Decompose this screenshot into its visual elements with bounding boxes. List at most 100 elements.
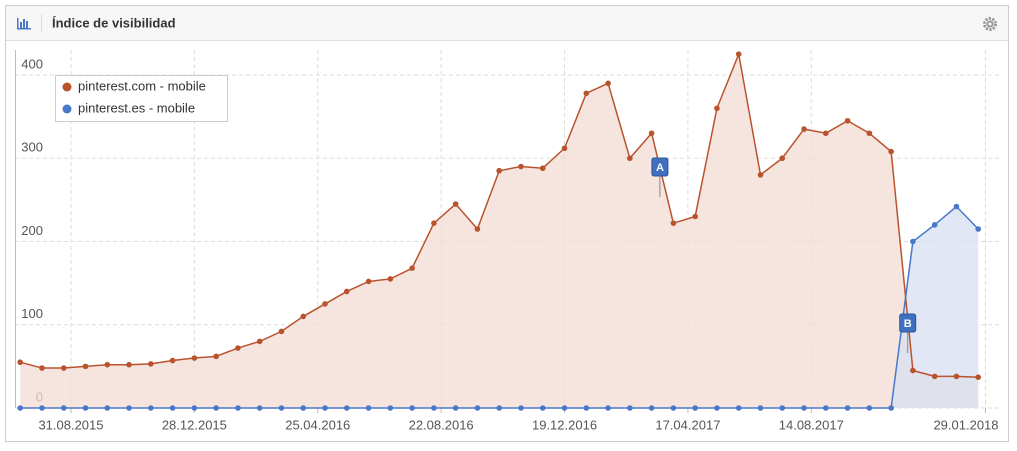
data-point xyxy=(300,405,307,411)
data-point xyxy=(256,338,263,345)
data-point xyxy=(583,90,590,97)
data-point xyxy=(735,405,742,411)
legend-marker xyxy=(62,104,72,114)
data-point xyxy=(409,405,415,411)
chart-icon[interactable] xyxy=(17,18,31,30)
data-point xyxy=(561,145,568,152)
annotation-flag xyxy=(651,157,669,177)
annotation-flag xyxy=(899,313,917,333)
legend: pinterest.com - mobile pinterest.es - mob… xyxy=(55,75,228,122)
data-point xyxy=(888,148,894,155)
data-point xyxy=(387,276,394,282)
data-point xyxy=(452,201,459,207)
legend-box xyxy=(55,75,228,122)
x-tick-label: 28.12.2015 xyxy=(162,417,227,432)
data-point xyxy=(322,301,328,307)
data-point xyxy=(931,222,938,228)
data-point xyxy=(235,345,241,351)
data-point xyxy=(823,130,829,137)
data-point xyxy=(213,405,219,411)
data-point xyxy=(496,167,503,174)
data-point xyxy=(365,405,372,411)
data-point xyxy=(975,374,982,380)
data-point xyxy=(975,226,982,232)
data-point xyxy=(692,405,698,411)
data-point xyxy=(17,405,23,411)
x-tick-label: 14.08.2017 xyxy=(779,417,844,432)
data-point xyxy=(735,51,742,57)
data-point xyxy=(627,405,633,411)
data-point xyxy=(365,278,372,285)
data-point xyxy=(235,405,241,411)
data-point xyxy=(779,155,786,162)
data-point xyxy=(387,405,394,411)
data-point xyxy=(888,405,894,411)
data-point xyxy=(431,405,437,411)
data-point xyxy=(82,405,89,411)
data-point xyxy=(648,130,655,137)
data-point xyxy=(278,328,285,335)
x-tick-label: 17.04.2017 xyxy=(655,417,720,432)
data-point xyxy=(474,405,481,411)
data-point xyxy=(518,405,524,411)
data-point xyxy=(191,405,198,411)
x-tick-label: 19.12.2016 xyxy=(532,417,597,432)
y-tick-label: 200 xyxy=(21,223,43,238)
data-point xyxy=(343,288,350,295)
data-point xyxy=(866,130,873,137)
data-point xyxy=(300,313,307,320)
y-tick-label: 300 xyxy=(21,140,43,155)
y-tick-label: 100 xyxy=(21,306,43,321)
data-point xyxy=(60,405,67,411)
data-point xyxy=(431,220,437,226)
data-point xyxy=(169,357,176,364)
data-point xyxy=(605,80,611,87)
data-point xyxy=(82,363,89,370)
data-point xyxy=(670,405,677,411)
data-point xyxy=(844,117,851,124)
annotation-label: B xyxy=(904,318,912,330)
data-point xyxy=(322,405,328,411)
data-point xyxy=(714,405,720,411)
data-point xyxy=(670,220,677,226)
data-point xyxy=(60,365,67,371)
data-point xyxy=(213,353,219,360)
data-point xyxy=(757,405,764,411)
data-point xyxy=(844,405,851,411)
y-tick-label: 400 xyxy=(21,56,43,71)
data-point xyxy=(910,367,916,374)
data-point xyxy=(605,405,611,411)
data-point xyxy=(801,405,807,411)
data-point xyxy=(539,165,546,172)
data-point xyxy=(278,405,285,411)
chart-title: Índice de visibilidad xyxy=(52,15,176,30)
annotation-label: A xyxy=(656,162,664,174)
data-point xyxy=(692,213,698,220)
data-point xyxy=(17,359,23,366)
data-point xyxy=(191,355,198,361)
data-point xyxy=(823,405,829,411)
x-tick-label: 31.08.2015 xyxy=(38,417,103,432)
data-point xyxy=(561,405,568,411)
data-point xyxy=(126,361,132,368)
data-point xyxy=(126,405,132,411)
data-point xyxy=(757,172,764,178)
settings-icon[interactable] xyxy=(983,17,997,31)
data-point xyxy=(169,405,176,411)
data-point xyxy=(104,405,111,411)
panel-header xyxy=(6,6,1008,40)
data-point xyxy=(452,405,459,411)
data-point xyxy=(779,405,786,411)
legend-marker xyxy=(62,82,72,92)
data-point xyxy=(256,405,263,411)
data-point xyxy=(648,405,655,411)
legend-label: pinterest.es - mobile xyxy=(78,100,195,115)
data-point xyxy=(496,405,503,411)
data-point xyxy=(910,238,916,245)
data-point xyxy=(148,405,154,411)
data-point xyxy=(627,155,633,162)
data-point xyxy=(866,405,873,411)
data-point xyxy=(343,405,350,411)
data-point xyxy=(148,361,154,367)
